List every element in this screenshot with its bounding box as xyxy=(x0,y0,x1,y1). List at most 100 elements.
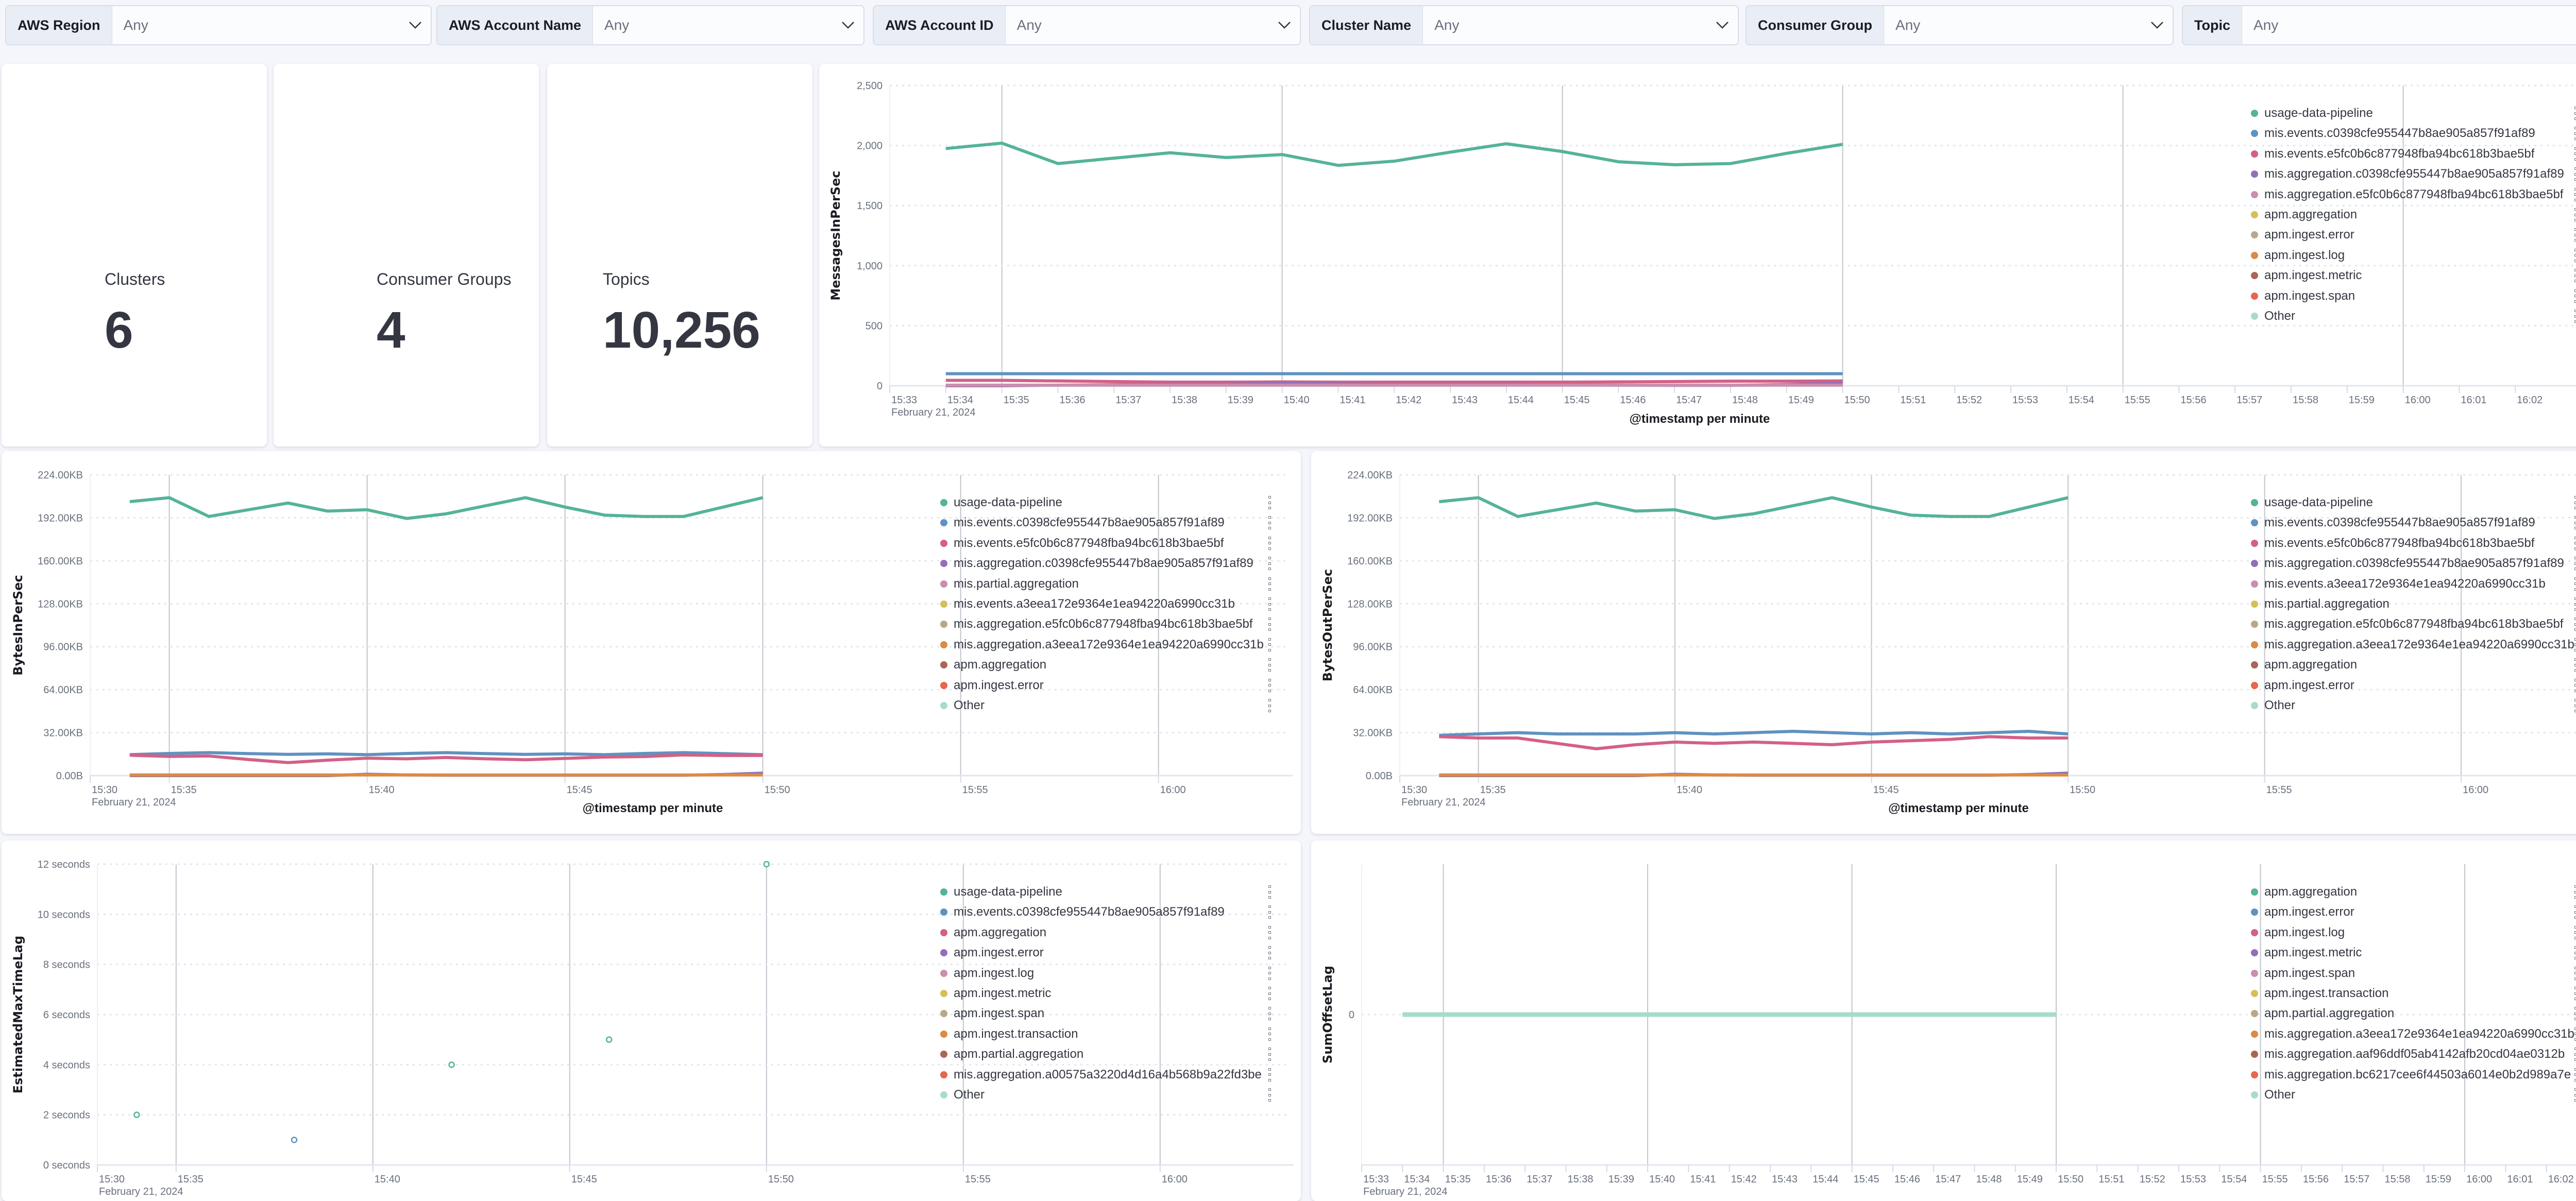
legend-item[interactable]: apm.aggregation xyxy=(2251,207,2357,222)
legend-menu-icon[interactable] xyxy=(2573,1026,2576,1042)
legend-item[interactable]: apm.partial.aggregation xyxy=(940,1046,1083,1062)
legend-item[interactable]: mis.events.c0398cfe955447b8ae905a857f91a… xyxy=(940,904,1225,920)
filter-aws-region[interactable]: AWS Region Any xyxy=(5,5,432,45)
series-line[interactable] xyxy=(945,141,1843,167)
legend-item[interactable]: mis.aggregation.e5fc0b6c877948fba94bc618… xyxy=(2251,187,2563,202)
series-line[interactable] xyxy=(1438,496,2069,520)
legend-item[interactable]: mis.events.e5fc0b6c877948fba94bc618b3bae… xyxy=(2251,536,2534,551)
legend-menu-icon[interactable] xyxy=(2573,227,2576,243)
legend-menu-icon[interactable] xyxy=(2573,986,2576,1001)
legend-menu-icon[interactable] xyxy=(1267,966,1272,981)
legend-item[interactable]: mis.partial.aggregation xyxy=(940,576,1079,592)
legend-menu-icon[interactable] xyxy=(2573,678,2576,693)
legend-menu-icon[interactable] xyxy=(2573,268,2576,283)
legend-menu-icon[interactable] xyxy=(1267,596,1272,612)
filter-select-value[interactable]: Any xyxy=(1016,17,1042,33)
legend-item[interactable]: apm.ingest.span xyxy=(2251,288,2355,304)
legend-menu-icon[interactable] xyxy=(2573,1046,2576,1062)
legend-menu-icon[interactable] xyxy=(2573,106,2576,121)
legend-menu-icon[interactable] xyxy=(2573,495,2576,510)
legend-menu-icon[interactable] xyxy=(2573,308,2576,324)
legend-item[interactable]: mis.aggregation.a00575a3220d4d16a4b568b9… xyxy=(940,1067,1262,1083)
legend-item[interactable]: mis.events.e5fc0b6c877948fba94bc618b3bae… xyxy=(2251,146,2534,162)
legend-item[interactable]: apm.ingest.metric xyxy=(940,986,1051,1001)
filter-aws-account-id[interactable]: AWS Account ID Any xyxy=(873,5,1301,45)
legend-menu-icon[interactable] xyxy=(1267,1006,1272,1021)
legend-item[interactable]: apm.aggregation xyxy=(940,657,1046,673)
legend-item[interactable]: apm.aggregation xyxy=(940,925,1046,940)
legend-menu-icon[interactable] xyxy=(2573,616,2576,632)
legend-item[interactable]: Other xyxy=(940,698,985,713)
data-point[interactable] xyxy=(133,1111,140,1118)
legend-item[interactable]: apm.ingest.span xyxy=(2251,966,2355,981)
legend-menu-icon[interactable] xyxy=(2573,248,2576,263)
legend-menu-icon[interactable] xyxy=(2573,187,2576,202)
legend-item[interactable]: apm.ingest.transaction xyxy=(940,1026,1078,1042)
legend-item[interactable]: apm.ingest.metric xyxy=(2251,945,2362,960)
legend-item[interactable]: mis.events.e5fc0b6c877948fba94bc618b3bae… xyxy=(940,536,1224,551)
chevron-down-icon[interactable] xyxy=(833,6,863,44)
legend-item[interactable]: mis.aggregation.aaf96ddf05ab4142afb20cd0… xyxy=(2251,1046,2565,1062)
legend-item[interactable]: apm.ingest.error xyxy=(2251,227,2354,243)
legend-item[interactable]: mis.partial.aggregation xyxy=(2251,596,2389,612)
filter-select-value[interactable]: Any xyxy=(2253,17,2279,33)
legend-menu-icon[interactable] xyxy=(2573,1006,2576,1021)
legend-item[interactable]: Other xyxy=(2251,1087,2295,1103)
legend-menu-icon[interactable] xyxy=(2573,966,2576,981)
legend-item[interactable]: Other xyxy=(2251,308,2295,324)
legend-menu-icon[interactable] xyxy=(2573,596,2576,612)
legend-item[interactable]: apm.aggregation xyxy=(2251,884,2357,900)
chevron-down-icon[interactable] xyxy=(400,6,431,44)
legend-item[interactable]: usage-data-pipeline xyxy=(940,884,1062,900)
legend-menu-icon[interactable] xyxy=(2573,556,2576,571)
series-line[interactable] xyxy=(129,496,764,520)
legend-item[interactable]: apm.aggregation xyxy=(2251,657,2357,673)
legend-item[interactable]: apm.partial.aggregation xyxy=(2251,1006,2394,1021)
legend-menu-icon[interactable] xyxy=(1267,637,1272,653)
legend-item[interactable]: apm.ingest.error xyxy=(2251,904,2354,920)
legend-item[interactable]: Other xyxy=(2251,698,2295,713)
legend-menu-icon[interactable] xyxy=(1267,925,1272,940)
filter-select-value[interactable]: Any xyxy=(1434,17,1460,33)
legend-menu-icon[interactable] xyxy=(1267,698,1272,713)
legend-menu-icon[interactable] xyxy=(2573,1067,2576,1083)
legend-item[interactable]: mis.events.c0398cfe955447b8ae905a857f91a… xyxy=(940,515,1225,530)
legend-item[interactable]: mis.events.a3eea172e9364e1ea94220a6990cc… xyxy=(940,596,1235,612)
legend-item[interactable]: apm.ingest.span xyxy=(940,1006,1044,1021)
legend-menu-icon[interactable] xyxy=(1267,904,1272,920)
legend-item[interactable]: usage-data-pipeline xyxy=(2251,106,2373,121)
legend-menu-icon[interactable] xyxy=(1267,1046,1272,1062)
legend-menu-icon[interactable] xyxy=(1267,536,1272,551)
legend-menu-icon[interactable] xyxy=(2573,884,2576,900)
legend-item[interactable]: mis.events.a3eea172e9364e1ea94220a6990cc… xyxy=(2251,576,2546,592)
legend-menu-icon[interactable] xyxy=(1267,945,1272,960)
legend-menu-icon[interactable] xyxy=(2573,945,2576,960)
filter-select-value[interactable]: Any xyxy=(1895,17,1921,33)
legend-menu-icon[interactable] xyxy=(2573,126,2576,141)
chevron-down-icon[interactable] xyxy=(1707,6,1738,44)
filter-select-value[interactable]: Any xyxy=(604,17,630,33)
legend-item[interactable]: mis.aggregation.c0398cfe955447b8ae905a85… xyxy=(2251,556,2564,571)
legend-item[interactable]: mis.aggregation.bc6217cee6f44503a6014e0b… xyxy=(2251,1067,2571,1083)
legend-item[interactable]: mis.events.c0398cfe955447b8ae905a857f91a… xyxy=(2251,126,2535,141)
series-line[interactable] xyxy=(945,379,1843,384)
legend-menu-icon[interactable] xyxy=(2573,698,2576,713)
legend-menu-icon[interactable] xyxy=(2573,657,2576,673)
legend-menu-icon[interactable] xyxy=(1267,986,1272,1001)
filter-select-value[interactable]: Any xyxy=(123,17,148,33)
legend-item[interactable]: mis.events.c0398cfe955447b8ae905a857f91a… xyxy=(2251,515,2535,530)
legend-item[interactable]: apm.ingest.error xyxy=(940,678,1044,693)
legend-menu-icon[interactable] xyxy=(2573,1087,2576,1103)
legend-menu-icon[interactable] xyxy=(2573,637,2576,653)
legend-item[interactable]: apm.ingest.log xyxy=(940,966,1034,981)
legend-menu-icon[interactable] xyxy=(1267,1026,1272,1042)
legend-menu-icon[interactable] xyxy=(2573,288,2576,304)
legend-menu-icon[interactable] xyxy=(2573,207,2576,222)
legend-menu-icon[interactable] xyxy=(1267,1087,1272,1103)
legend-menu-icon[interactable] xyxy=(1267,495,1272,510)
series-line[interactable] xyxy=(1439,729,2069,737)
chevron-down-icon[interactable] xyxy=(2142,6,2173,44)
data-point[interactable] xyxy=(291,1137,298,1143)
legend-menu-icon[interactable] xyxy=(2573,536,2576,551)
legend-item[interactable]: apm.ingest.metric xyxy=(2251,268,2362,283)
